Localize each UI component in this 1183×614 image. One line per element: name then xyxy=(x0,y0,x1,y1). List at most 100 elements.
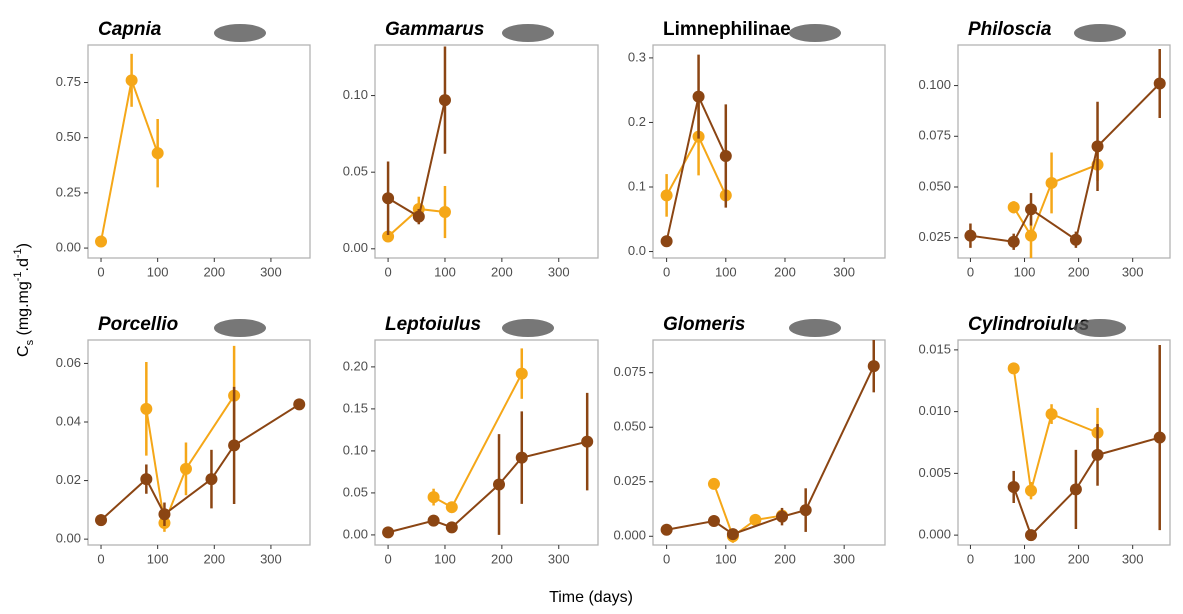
point xyxy=(660,189,673,202)
y-tick-label: 0.010 xyxy=(918,403,951,418)
animal-icon xyxy=(1074,319,1126,337)
point xyxy=(964,229,977,242)
point xyxy=(205,473,218,486)
panel-title: Porcellio xyxy=(98,314,178,335)
point xyxy=(719,150,732,163)
y-tick-label: 0.075 xyxy=(918,128,951,143)
point xyxy=(140,402,153,415)
animal-icon xyxy=(502,319,554,337)
y-tick-label: 0.00 xyxy=(56,531,81,546)
series-line xyxy=(1012,436,1160,537)
x-tick-label: 100 xyxy=(715,551,737,566)
point xyxy=(1091,140,1104,153)
x-tick-label: 100 xyxy=(1014,264,1036,279)
y-axis-title-part: .d xyxy=(15,258,32,271)
panel-frame xyxy=(374,44,599,259)
point xyxy=(179,462,192,475)
point xyxy=(707,515,720,528)
series-line xyxy=(387,440,588,534)
point xyxy=(1007,201,1020,214)
animal-icon xyxy=(789,319,841,337)
point xyxy=(1153,77,1166,90)
x-tick-label: 100 xyxy=(434,551,456,566)
y-tick-label: 0.15 xyxy=(343,400,368,415)
panel-title: Capnia xyxy=(98,19,162,40)
y-axis-title-part: C xyxy=(15,345,32,357)
x-tick-label: 200 xyxy=(491,264,513,279)
point xyxy=(95,514,108,527)
point xyxy=(1069,233,1082,246)
y-tick-label: 0.04 xyxy=(56,413,81,428)
x-tick-label: 200 xyxy=(774,551,796,566)
y-tick-label: 0.00 xyxy=(56,240,81,255)
point xyxy=(867,360,880,373)
panel-frame xyxy=(652,339,886,546)
y-tick-label: 0.025 xyxy=(613,473,646,488)
x-tick-label: 200 xyxy=(1068,264,1090,279)
x-tick-label: 100 xyxy=(434,264,456,279)
point xyxy=(1007,362,1020,375)
series-line xyxy=(970,82,1161,243)
panel-title: Gammarus xyxy=(385,19,484,40)
series-line xyxy=(713,483,783,538)
point xyxy=(1091,448,1104,461)
series-line xyxy=(666,365,875,536)
panel-frame xyxy=(957,339,1171,546)
point xyxy=(293,398,306,411)
point xyxy=(382,192,395,205)
point xyxy=(581,435,594,448)
animal-icon xyxy=(1074,24,1126,42)
y-tick-label: 0.00 xyxy=(343,240,368,255)
point xyxy=(1045,176,1058,189)
y-tick-label: 0.06 xyxy=(56,355,81,370)
y-tick-label: 0.25 xyxy=(56,184,81,199)
point xyxy=(1153,431,1166,444)
x-tick-label: 300 xyxy=(260,551,282,566)
y-tick-label: 0.10 xyxy=(343,442,368,457)
x-tick-label: 100 xyxy=(1014,551,1036,566)
point xyxy=(228,439,241,452)
panel-frame xyxy=(87,339,311,546)
point xyxy=(438,94,451,107)
series-line xyxy=(665,93,727,242)
y-tick-label: 0.000 xyxy=(918,527,951,542)
y-tick-label: 0.0 xyxy=(628,243,646,258)
point xyxy=(445,501,458,514)
series-line xyxy=(100,403,300,521)
series-line xyxy=(1012,368,1098,491)
x-tick-label: 300 xyxy=(548,551,570,566)
point xyxy=(382,230,395,243)
y-tick-label: 0.050 xyxy=(613,419,646,434)
y-tick-label: 0.025 xyxy=(918,229,951,244)
y-axis-title-part: ) xyxy=(15,243,32,248)
point xyxy=(1007,480,1020,493)
panel-frame xyxy=(87,44,311,259)
series-line xyxy=(145,395,235,527)
x-axis-title: Time (days) xyxy=(549,589,633,606)
series-line xyxy=(1012,163,1098,238)
y-tick-label: 0.2 xyxy=(628,114,646,129)
y-tick-label: 0.1 xyxy=(628,178,646,193)
y-axis-title-part: -1 xyxy=(12,248,24,258)
x-tick-label: 200 xyxy=(774,264,796,279)
panel-frame xyxy=(374,339,599,546)
point xyxy=(1045,408,1058,421)
point xyxy=(726,528,739,541)
x-tick-label: 300 xyxy=(833,264,855,279)
point xyxy=(125,74,138,87)
y-tick-label: 0.10 xyxy=(343,87,368,102)
x-tick-label: 0 xyxy=(967,551,974,566)
x-tick-label: 100 xyxy=(147,264,169,279)
point xyxy=(445,521,458,534)
point xyxy=(776,510,789,523)
animal-icon xyxy=(214,24,266,42)
animal-icon xyxy=(789,24,841,42)
x-tick-label: 100 xyxy=(715,264,737,279)
y-axis-title: Cs (mg.mg-1.d-1) xyxy=(12,243,36,357)
y-tick-label: 0.50 xyxy=(56,129,81,144)
x-tick-label: 300 xyxy=(260,264,282,279)
x-tick-label: 0 xyxy=(384,551,391,566)
series-line xyxy=(100,76,159,242)
point xyxy=(1025,203,1038,216)
point xyxy=(493,478,506,491)
